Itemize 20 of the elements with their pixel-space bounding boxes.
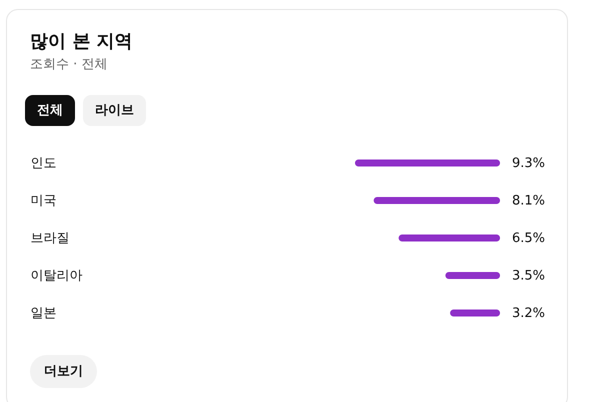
data-label: 3.2%	[512, 306, 546, 321]
text: 조회수 · 전체	[30, 57, 108, 73]
data-label: 8.1%	[512, 194, 546, 208]
bar	[450, 310, 500, 316]
data-label: 9.3%	[512, 156, 546, 171]
data-label: 3.5%	[512, 268, 546, 284]
bar	[445, 272, 500, 279]
bar	[355, 160, 500, 166]
bar	[398, 234, 500, 242]
tab-button: 라이브	[83, 95, 146, 126]
bar	[374, 197, 500, 204]
y-tick-label: 일본	[30, 306, 56, 321]
y-tick-label: 이탈리아	[30, 268, 82, 284]
tab-button: 전체	[25, 95, 75, 126]
data-label: 6.5%	[512, 231, 546, 246]
y-tick-label: 브라질	[30, 231, 70, 246]
text: 많이 본 지역	[30, 31, 133, 53]
more-button: 더보기	[30, 355, 97, 388]
y-tick-label: 미국	[30, 194, 56, 208]
y-tick-label: 인도	[30, 156, 56, 171]
